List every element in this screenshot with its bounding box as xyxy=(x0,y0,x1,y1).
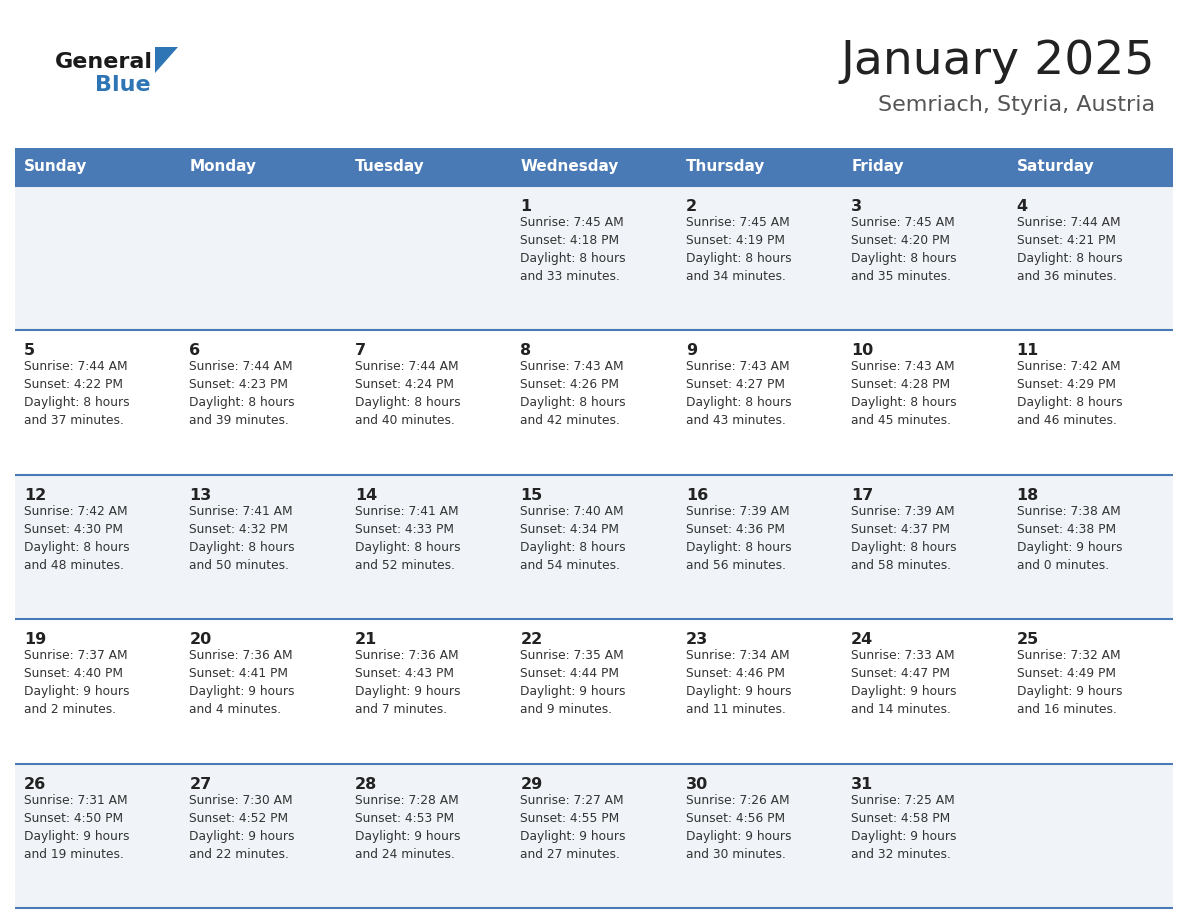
Text: Sunrise: 7:30 AM
Sunset: 4:52 PM
Daylight: 9 hours
and 22 minutes.: Sunrise: 7:30 AM Sunset: 4:52 PM Dayligh… xyxy=(189,793,295,860)
Text: 17: 17 xyxy=(851,487,873,503)
Text: Wednesday: Wednesday xyxy=(520,160,619,174)
Text: Sunday: Sunday xyxy=(24,160,88,174)
Text: Sunrise: 7:31 AM
Sunset: 4:50 PM
Daylight: 9 hours
and 19 minutes.: Sunrise: 7:31 AM Sunset: 4:50 PM Dayligh… xyxy=(24,793,129,860)
Text: Friday: Friday xyxy=(851,160,904,174)
Text: 6: 6 xyxy=(189,343,201,358)
Text: 9: 9 xyxy=(685,343,697,358)
Text: Semriach, Styria, Austria: Semriach, Styria, Austria xyxy=(878,95,1155,115)
Text: 11: 11 xyxy=(1017,343,1038,358)
Text: 14: 14 xyxy=(355,487,377,503)
Text: 23: 23 xyxy=(685,633,708,647)
Text: Sunrise: 7:43 AM
Sunset: 4:26 PM
Daylight: 8 hours
and 42 minutes.: Sunrise: 7:43 AM Sunset: 4:26 PM Dayligh… xyxy=(520,361,626,428)
Text: 29: 29 xyxy=(520,777,543,791)
Text: Sunrise: 7:32 AM
Sunset: 4:49 PM
Daylight: 9 hours
and 16 minutes.: Sunrise: 7:32 AM Sunset: 4:49 PM Dayligh… xyxy=(1017,649,1123,716)
Text: 19: 19 xyxy=(24,633,46,647)
Text: Sunrise: 7:27 AM
Sunset: 4:55 PM
Daylight: 9 hours
and 27 minutes.: Sunrise: 7:27 AM Sunset: 4:55 PM Dayligh… xyxy=(520,793,626,860)
Text: 22: 22 xyxy=(520,633,543,647)
Bar xyxy=(15,475,1173,620)
Text: Sunrise: 7:43 AM
Sunset: 4:28 PM
Daylight: 8 hours
and 45 minutes.: Sunrise: 7:43 AM Sunset: 4:28 PM Dayligh… xyxy=(851,361,956,428)
Text: 18: 18 xyxy=(1017,487,1038,503)
Text: Tuesday: Tuesday xyxy=(355,160,424,174)
Text: Sunrise: 7:35 AM
Sunset: 4:44 PM
Daylight: 9 hours
and 9 minutes.: Sunrise: 7:35 AM Sunset: 4:44 PM Dayligh… xyxy=(520,649,626,716)
Text: Sunrise: 7:34 AM
Sunset: 4:46 PM
Daylight: 9 hours
and 11 minutes.: Sunrise: 7:34 AM Sunset: 4:46 PM Dayligh… xyxy=(685,649,791,716)
Text: 21: 21 xyxy=(355,633,377,647)
Text: Sunrise: 7:45 AM
Sunset: 4:20 PM
Daylight: 8 hours
and 35 minutes.: Sunrise: 7:45 AM Sunset: 4:20 PM Dayligh… xyxy=(851,216,956,283)
Text: 2: 2 xyxy=(685,199,697,214)
Text: 30: 30 xyxy=(685,777,708,791)
Text: 3: 3 xyxy=(851,199,862,214)
Text: Sunrise: 7:44 AM
Sunset: 4:22 PM
Daylight: 8 hours
and 37 minutes.: Sunrise: 7:44 AM Sunset: 4:22 PM Dayligh… xyxy=(24,361,129,428)
Text: Sunrise: 7:25 AM
Sunset: 4:58 PM
Daylight: 9 hours
and 32 minutes.: Sunrise: 7:25 AM Sunset: 4:58 PM Dayligh… xyxy=(851,793,956,860)
Text: 24: 24 xyxy=(851,633,873,647)
Text: Sunrise: 7:45 AM
Sunset: 4:19 PM
Daylight: 8 hours
and 34 minutes.: Sunrise: 7:45 AM Sunset: 4:19 PM Dayligh… xyxy=(685,216,791,283)
Text: Sunrise: 7:41 AM
Sunset: 4:33 PM
Daylight: 8 hours
and 52 minutes.: Sunrise: 7:41 AM Sunset: 4:33 PM Dayligh… xyxy=(355,505,461,572)
Text: Thursday: Thursday xyxy=(685,160,765,174)
Text: Sunrise: 7:36 AM
Sunset: 4:43 PM
Daylight: 9 hours
and 7 minutes.: Sunrise: 7:36 AM Sunset: 4:43 PM Dayligh… xyxy=(355,649,461,716)
Text: 4: 4 xyxy=(1017,199,1028,214)
Bar xyxy=(15,330,1173,475)
Bar xyxy=(15,764,1173,908)
Text: 12: 12 xyxy=(24,487,46,503)
Text: Sunrise: 7:42 AM
Sunset: 4:30 PM
Daylight: 8 hours
and 48 minutes.: Sunrise: 7:42 AM Sunset: 4:30 PM Dayligh… xyxy=(24,505,129,572)
Text: Sunrise: 7:44 AM
Sunset: 4:24 PM
Daylight: 8 hours
and 40 minutes.: Sunrise: 7:44 AM Sunset: 4:24 PM Dayligh… xyxy=(355,361,461,428)
Text: Sunrise: 7:36 AM
Sunset: 4:41 PM
Daylight: 9 hours
and 4 minutes.: Sunrise: 7:36 AM Sunset: 4:41 PM Dayligh… xyxy=(189,649,295,716)
Text: Sunrise: 7:44 AM
Sunset: 4:23 PM
Daylight: 8 hours
and 39 minutes.: Sunrise: 7:44 AM Sunset: 4:23 PM Dayligh… xyxy=(189,361,295,428)
Bar xyxy=(15,620,1173,764)
Bar xyxy=(15,186,1173,330)
Text: Saturday: Saturday xyxy=(1017,160,1094,174)
Text: Sunrise: 7:43 AM
Sunset: 4:27 PM
Daylight: 8 hours
and 43 minutes.: Sunrise: 7:43 AM Sunset: 4:27 PM Dayligh… xyxy=(685,361,791,428)
Text: Sunrise: 7:40 AM
Sunset: 4:34 PM
Daylight: 8 hours
and 54 minutes.: Sunrise: 7:40 AM Sunset: 4:34 PM Dayligh… xyxy=(520,505,626,572)
Text: Sunrise: 7:33 AM
Sunset: 4:47 PM
Daylight: 9 hours
and 14 minutes.: Sunrise: 7:33 AM Sunset: 4:47 PM Dayligh… xyxy=(851,649,956,716)
Text: Sunrise: 7:45 AM
Sunset: 4:18 PM
Daylight: 8 hours
and 33 minutes.: Sunrise: 7:45 AM Sunset: 4:18 PM Dayligh… xyxy=(520,216,626,283)
Text: 28: 28 xyxy=(355,777,377,791)
Text: 31: 31 xyxy=(851,777,873,791)
Text: Blue: Blue xyxy=(95,75,151,95)
Text: Monday: Monday xyxy=(189,160,257,174)
Polygon shape xyxy=(154,47,178,73)
Text: January 2025: January 2025 xyxy=(840,39,1155,84)
Text: 20: 20 xyxy=(189,633,211,647)
Text: 8: 8 xyxy=(520,343,531,358)
Text: 16: 16 xyxy=(685,487,708,503)
Text: 27: 27 xyxy=(189,777,211,791)
Text: Sunrise: 7:39 AM
Sunset: 4:36 PM
Daylight: 8 hours
and 56 minutes.: Sunrise: 7:39 AM Sunset: 4:36 PM Dayligh… xyxy=(685,505,791,572)
Text: Sunrise: 7:38 AM
Sunset: 4:38 PM
Daylight: 9 hours
and 0 minutes.: Sunrise: 7:38 AM Sunset: 4:38 PM Dayligh… xyxy=(1017,505,1123,572)
Text: Sunrise: 7:39 AM
Sunset: 4:37 PM
Daylight: 8 hours
and 58 minutes.: Sunrise: 7:39 AM Sunset: 4:37 PM Dayligh… xyxy=(851,505,956,572)
Text: Sunrise: 7:37 AM
Sunset: 4:40 PM
Daylight: 9 hours
and 2 minutes.: Sunrise: 7:37 AM Sunset: 4:40 PM Dayligh… xyxy=(24,649,129,716)
Text: General: General xyxy=(55,52,153,72)
Text: 7: 7 xyxy=(355,343,366,358)
Text: Sunrise: 7:42 AM
Sunset: 4:29 PM
Daylight: 8 hours
and 46 minutes.: Sunrise: 7:42 AM Sunset: 4:29 PM Dayligh… xyxy=(1017,361,1123,428)
Text: 26: 26 xyxy=(24,777,46,791)
Text: Sunrise: 7:44 AM
Sunset: 4:21 PM
Daylight: 8 hours
and 36 minutes.: Sunrise: 7:44 AM Sunset: 4:21 PM Dayligh… xyxy=(1017,216,1123,283)
Text: Sunrise: 7:28 AM
Sunset: 4:53 PM
Daylight: 9 hours
and 24 minutes.: Sunrise: 7:28 AM Sunset: 4:53 PM Dayligh… xyxy=(355,793,461,860)
Text: 1: 1 xyxy=(520,199,531,214)
Text: Sunrise: 7:26 AM
Sunset: 4:56 PM
Daylight: 9 hours
and 30 minutes.: Sunrise: 7:26 AM Sunset: 4:56 PM Dayligh… xyxy=(685,793,791,860)
Text: Sunrise: 7:41 AM
Sunset: 4:32 PM
Daylight: 8 hours
and 50 minutes.: Sunrise: 7:41 AM Sunset: 4:32 PM Dayligh… xyxy=(189,505,295,572)
Text: 5: 5 xyxy=(24,343,36,358)
Text: 13: 13 xyxy=(189,487,211,503)
Text: 15: 15 xyxy=(520,487,543,503)
Bar xyxy=(15,148,1173,186)
Text: 25: 25 xyxy=(1017,633,1038,647)
Text: 10: 10 xyxy=(851,343,873,358)
